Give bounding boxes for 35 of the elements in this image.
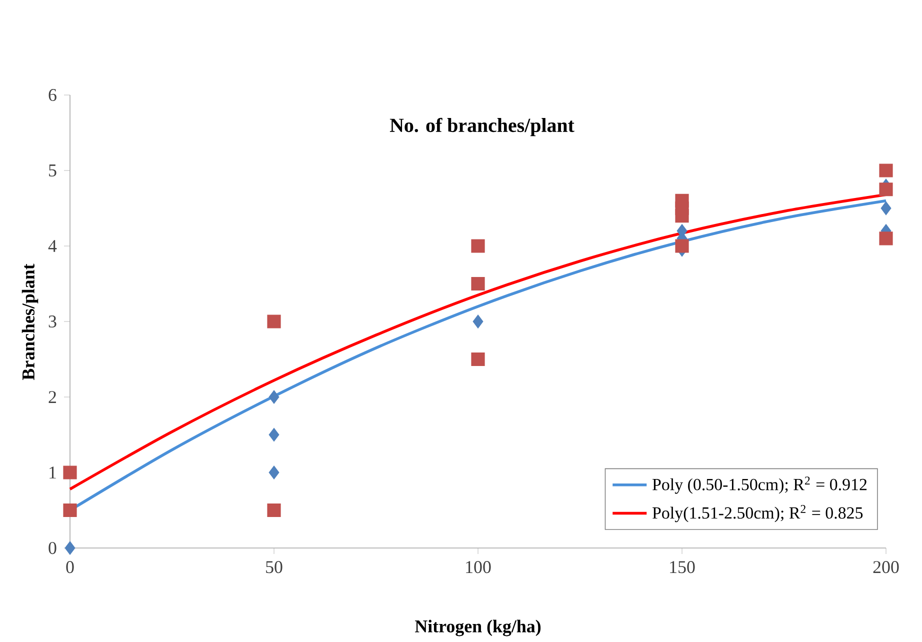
x-tick-label: 100 <box>466 561 491 574</box>
point <box>471 276 485 291</box>
point <box>63 466 77 480</box>
point <box>268 390 280 404</box>
text: No. of branches/plant <box>390 118 574 136</box>
y-tick-label: 6 <box>48 88 56 102</box>
point <box>268 428 280 442</box>
x-tick-label: 50 <box>266 561 282 574</box>
y-tick-label: 2 <box>48 391 56 403</box>
point <box>675 209 689 223</box>
x-tick-label: 150 <box>670 561 695 574</box>
point <box>267 314 281 328</box>
y-tick-label: 3 <box>48 315 56 328</box>
x-tick-label: 200 <box>873 561 899 574</box>
legend-label: Poly(1.51-2.50cm); R$^{2}$ = 0.825 <box>652 505 863 522</box>
point <box>268 466 280 480</box>
x-axis-title: Nitrogen (kg/ha) <box>415 620 541 636</box>
y-axis-title: Branches/plant <box>22 264 38 380</box>
x-tick-label: 0 <box>66 561 74 574</box>
y-tick-label: 0 <box>48 542 56 554</box>
point <box>267 503 281 518</box>
point <box>675 239 689 253</box>
y-tick-label: 4 <box>48 240 57 252</box>
point <box>879 232 893 246</box>
y-tick-label: 5 <box>49 164 56 176</box>
point <box>472 314 484 328</box>
legend-label: Poly (0.50-1.50cm); R$^{2}$ = 0.912 <box>652 476 867 494</box>
point <box>63 503 77 518</box>
point <box>879 182 893 196</box>
point <box>880 201 892 216</box>
point <box>64 541 76 555</box>
point <box>471 352 485 366</box>
y-tick-label: 1 <box>50 466 56 478</box>
point <box>879 164 893 178</box>
point <box>471 239 485 253</box>
